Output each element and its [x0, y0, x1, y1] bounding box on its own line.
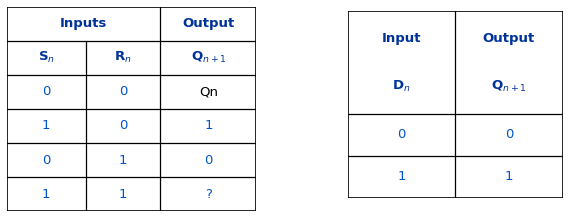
Text: 1: 1	[119, 188, 127, 201]
Text: Q$_{n+1}$: Q$_{n+1}$	[190, 50, 226, 65]
Text: 1: 1	[204, 119, 213, 132]
Text: 0: 0	[42, 154, 50, 167]
Text: Qn: Qn	[199, 85, 218, 98]
Text: ?: ?	[205, 188, 212, 201]
Text: 0: 0	[204, 154, 212, 167]
Text: Output: Output	[483, 32, 535, 45]
Text: 1: 1	[505, 170, 513, 183]
Text: D$_n$: D$_n$	[393, 79, 411, 94]
Text: 0: 0	[119, 85, 127, 98]
Text: 1: 1	[119, 154, 127, 167]
Text: 1: 1	[42, 188, 50, 201]
Text: Input: Input	[382, 32, 422, 45]
Text: Q$_{n+1}$: Q$_{n+1}$	[491, 79, 527, 94]
Text: Inputs: Inputs	[60, 17, 107, 30]
Text: S$_n$: S$_n$	[38, 50, 55, 65]
Text: 0: 0	[397, 128, 406, 141]
Text: 0: 0	[505, 128, 513, 141]
Text: Output: Output	[182, 17, 234, 30]
Text: 0: 0	[119, 119, 127, 132]
Text: 0: 0	[42, 85, 50, 98]
Text: 1: 1	[397, 170, 406, 183]
Text: 1: 1	[42, 119, 50, 132]
Text: R$_n$: R$_n$	[114, 50, 132, 65]
